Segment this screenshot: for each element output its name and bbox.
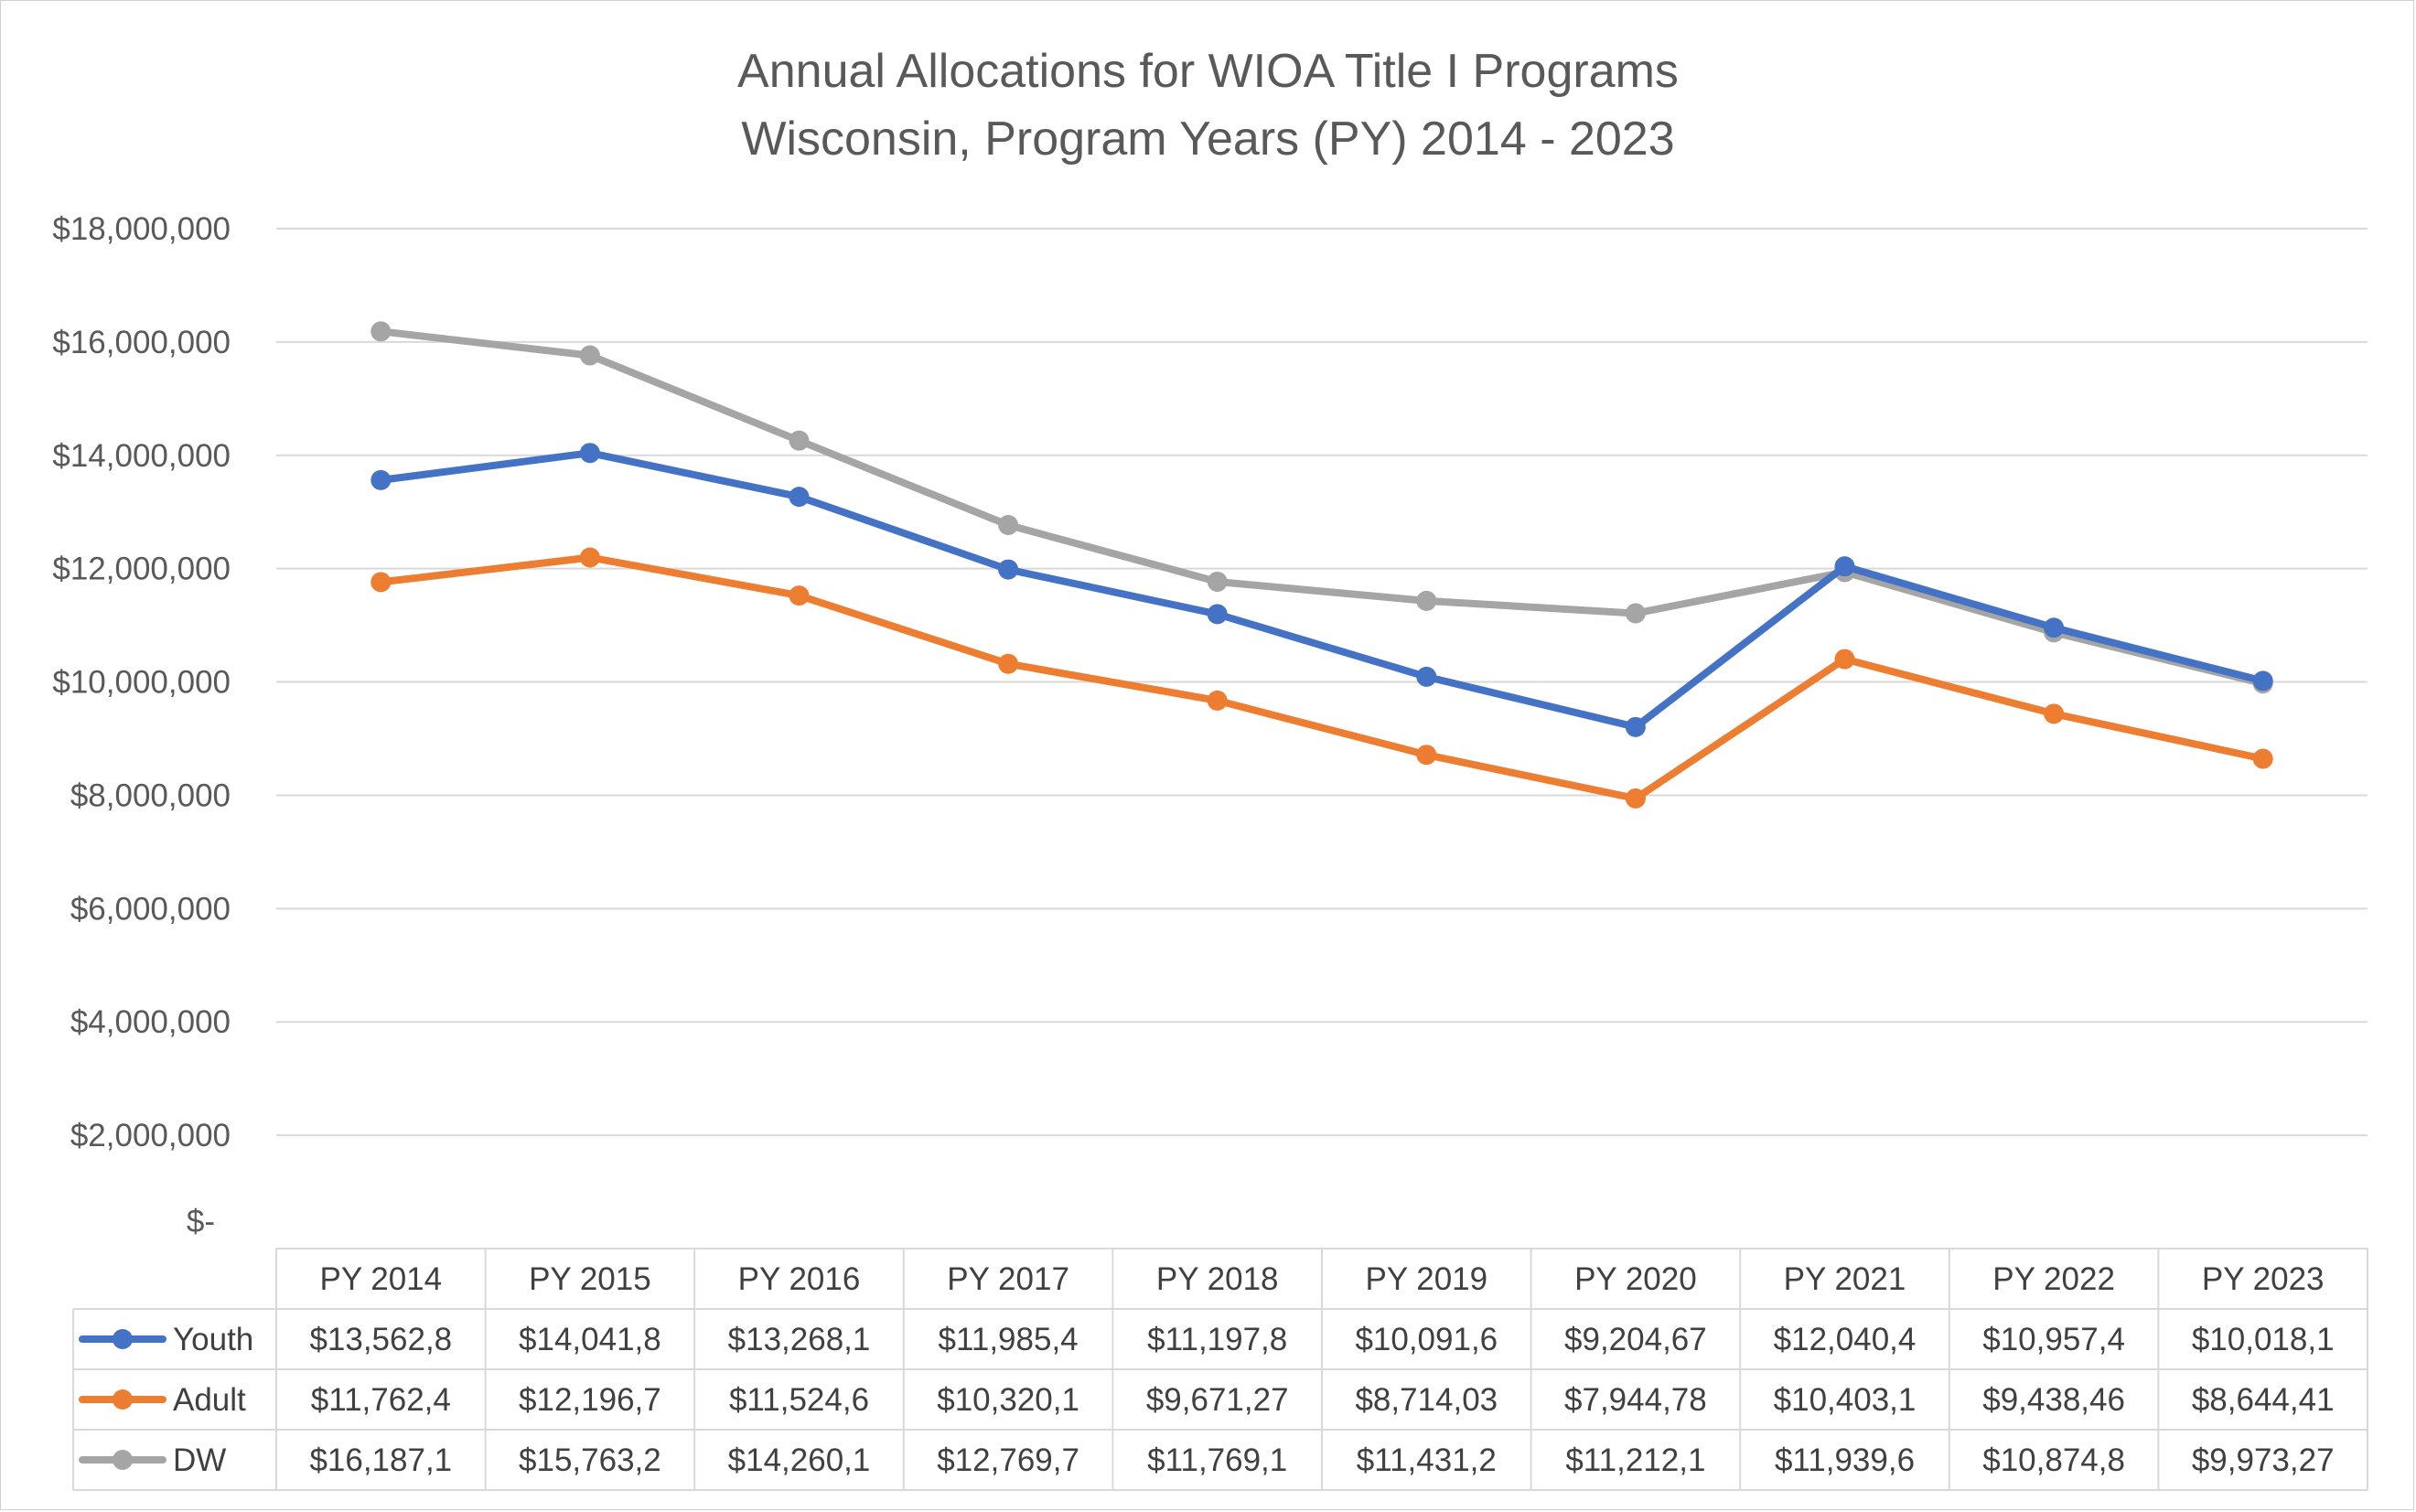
table-value-cell: $7,944,78 <box>1564 1382 1707 1418</box>
data-point-dw <box>1416 590 1437 611</box>
data-point-dw <box>1625 603 1646 624</box>
category-label: PY 2018 <box>1156 1261 1279 1297</box>
series-line-adult <box>377 553 2267 802</box>
table-value-cell: $14,041,8 <box>519 1322 661 1357</box>
data-point-adult <box>1207 690 1228 711</box>
data-point-youth <box>2252 670 2273 692</box>
y-tick-label: $- <box>187 1204 215 1239</box>
y-tick-label: $8,000,000 <box>70 777 231 813</box>
data-point-dw <box>579 345 600 366</box>
series-line-dw <box>377 327 2267 688</box>
data-point-youth <box>1207 604 1228 625</box>
table-value-cell: $11,939,6 <box>1775 1442 1915 1478</box>
table-value-cell: $8,714,03 <box>1355 1382 1498 1418</box>
category-label: PY 2016 <box>738 1261 861 1297</box>
table-value-cell: $10,874,8 <box>1982 1442 2125 1478</box>
data-point-dw <box>789 430 810 451</box>
y-tick-label: $6,000,000 <box>70 891 231 927</box>
table-value-cell: $15,763,2 <box>519 1442 661 1478</box>
legend-series-name: Youth <box>173 1322 253 1357</box>
data-point-dw <box>370 321 392 342</box>
data-point-youth <box>579 443 600 464</box>
category-label: PY 2019 <box>1365 1261 1487 1297</box>
category-label: PY 2021 <box>1784 1261 1906 1297</box>
data-point-youth <box>998 559 1019 580</box>
legend-key-marker <box>113 1450 133 1470</box>
y-tick-label: $16,000,000 <box>52 325 231 360</box>
data-point-youth <box>789 487 810 508</box>
data-point-adult <box>789 585 810 606</box>
table-value-cell: $13,562,8 <box>309 1322 452 1357</box>
y-tick-label: $4,000,000 <box>70 1004 231 1040</box>
data-point-adult <box>2044 703 2065 724</box>
table-value-cell: $10,091,6 <box>1355 1322 1498 1357</box>
series-line-youth <box>377 449 2267 731</box>
table-value-cell: $11,769,1 <box>1147 1442 1287 1478</box>
data-point-youth <box>370 469 392 490</box>
table-value-cell: $11,431,2 <box>1357 1442 1497 1478</box>
category-label: PY 2023 <box>2202 1261 2325 1297</box>
legend-series-name: Adult <box>173 1382 246 1418</box>
data-point-dw <box>1207 571 1228 592</box>
table-value-cell: $12,769,7 <box>937 1442 1079 1478</box>
y-tick-label: $14,000,000 <box>52 438 231 474</box>
data-point-adult <box>1834 649 1855 670</box>
table-value-cell: $10,320,1 <box>937 1382 1079 1418</box>
category-label: PY 2014 <box>319 1261 442 1297</box>
table-value-cell: $9,204,67 <box>1564 1322 1707 1357</box>
data-point-youth <box>1834 556 1855 577</box>
table-value-cell: $12,196,7 <box>519 1382 661 1418</box>
table-value-cell: $16,187,1 <box>309 1442 452 1478</box>
y-tick-label: $18,000,000 <box>52 211 231 247</box>
data-point-adult <box>1625 788 1646 809</box>
table-value-cell: $14,260,1 <box>728 1442 871 1478</box>
data-point-adult <box>998 653 1019 674</box>
chart-subtitle: Wisconsin, Program Years (PY) 2014 - 202… <box>741 113 1675 166</box>
y-tick-label: $2,000,000 <box>70 1118 231 1153</box>
data-point-youth <box>1416 666 1437 687</box>
legend-key-marker <box>113 1329 133 1349</box>
y-tick-label: $12,000,000 <box>52 552 231 587</box>
table-value-cell: $8,644,41 <box>2192 1382 2335 1418</box>
y-tick-label: $10,000,000 <box>52 665 231 701</box>
chart-title: Annual Allocations for WIOA Title I Prog… <box>737 45 1679 98</box>
table-value-cell: $11,762,4 <box>311 1382 451 1418</box>
legend-series-name: DW <box>173 1442 226 1478</box>
table-value-cell: $11,197,8 <box>1147 1322 1287 1357</box>
table-value-cell: $10,957,4 <box>1982 1322 2125 1357</box>
data-point-adult <box>579 547 600 568</box>
table-value-cell: $12,040,4 <box>1774 1322 1917 1357</box>
table-value-cell: $9,438,46 <box>1982 1382 2125 1418</box>
data-point-adult <box>370 572 392 593</box>
table-value-cell: $11,524,6 <box>729 1382 869 1418</box>
data-point-youth <box>1625 716 1646 737</box>
table-value-cell: $11,212,1 <box>1565 1442 1705 1478</box>
data-point-adult <box>1416 745 1437 766</box>
data-point-adult <box>2252 748 2273 769</box>
table-value-cell: $10,403,1 <box>1774 1382 1917 1418</box>
data-point-youth <box>2044 617 2065 638</box>
table-value-cell: $11,985,4 <box>939 1322 1079 1357</box>
table-value-cell: $10,018,1 <box>2192 1322 2335 1357</box>
table-value-cell: $13,268,1 <box>728 1322 871 1357</box>
category-label: PY 2022 <box>1992 1261 2115 1297</box>
category-label: PY 2020 <box>1574 1261 1697 1297</box>
data-point-dw <box>998 514 1019 535</box>
category-label: PY 2017 <box>947 1261 1069 1297</box>
table-value-cell: $9,973,27 <box>2192 1442 2335 1478</box>
table-value-cell: $9,671,27 <box>1146 1382 1289 1418</box>
legend-key-marker <box>113 1389 133 1410</box>
category-label: PY 2015 <box>529 1261 651 1297</box>
